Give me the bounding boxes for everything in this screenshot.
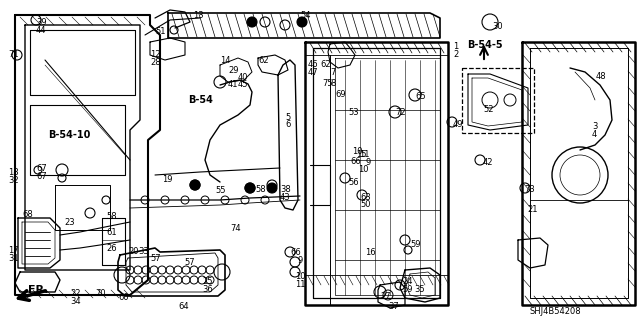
Text: 68: 68 bbox=[22, 210, 33, 219]
Text: 9: 9 bbox=[298, 256, 303, 265]
Text: 56: 56 bbox=[348, 178, 358, 187]
Text: 54: 54 bbox=[300, 11, 310, 20]
Text: 17: 17 bbox=[8, 246, 19, 255]
Text: 46: 46 bbox=[308, 60, 319, 69]
Text: 33: 33 bbox=[138, 247, 148, 256]
Text: 35: 35 bbox=[414, 285, 424, 294]
Text: B-54: B-54 bbox=[188, 95, 213, 105]
Text: 57: 57 bbox=[184, 258, 195, 267]
Text: 36: 36 bbox=[202, 285, 212, 294]
Text: 21: 21 bbox=[527, 205, 538, 214]
Text: 4: 4 bbox=[592, 130, 597, 139]
Text: 42: 42 bbox=[483, 158, 493, 167]
Circle shape bbox=[297, 17, 307, 27]
Text: B-54-10: B-54-10 bbox=[48, 130, 90, 140]
Text: 39: 39 bbox=[36, 18, 47, 27]
Circle shape bbox=[190, 180, 200, 190]
Text: 18: 18 bbox=[8, 168, 19, 177]
Text: 58: 58 bbox=[106, 212, 116, 221]
Text: 14: 14 bbox=[220, 56, 230, 65]
Text: 34: 34 bbox=[70, 297, 81, 306]
Text: 53: 53 bbox=[348, 108, 358, 117]
Text: 6: 6 bbox=[285, 120, 291, 129]
Text: 52: 52 bbox=[483, 105, 493, 114]
Text: 22: 22 bbox=[70, 289, 81, 298]
Text: B-54-5: B-54-5 bbox=[467, 40, 502, 50]
Text: 69: 69 bbox=[335, 90, 346, 99]
Text: 28: 28 bbox=[150, 58, 161, 67]
Text: 44: 44 bbox=[36, 26, 47, 35]
Text: 75: 75 bbox=[322, 79, 333, 88]
Text: 67: 67 bbox=[36, 164, 47, 173]
Text: 43: 43 bbox=[280, 193, 291, 202]
Text: 59: 59 bbox=[402, 285, 413, 294]
Text: 50: 50 bbox=[360, 200, 371, 209]
Text: 65: 65 bbox=[415, 92, 426, 101]
Text: 66: 66 bbox=[350, 157, 361, 166]
Text: 30: 30 bbox=[492, 22, 502, 31]
Text: 64: 64 bbox=[178, 302, 189, 311]
Text: 41: 41 bbox=[228, 80, 239, 89]
Text: 25: 25 bbox=[202, 277, 212, 286]
Text: 55: 55 bbox=[215, 186, 225, 195]
Text: 10: 10 bbox=[358, 165, 369, 174]
Text: 45: 45 bbox=[238, 80, 248, 89]
Bar bbox=[462, 68, 534, 133]
Text: 63: 63 bbox=[360, 193, 371, 202]
Text: 51: 51 bbox=[155, 27, 166, 36]
Text: 60: 60 bbox=[118, 293, 129, 302]
Text: 40: 40 bbox=[238, 73, 248, 82]
Text: 31: 31 bbox=[8, 254, 19, 263]
Text: 67: 67 bbox=[36, 172, 47, 181]
Text: 2: 2 bbox=[453, 50, 458, 59]
Text: 9: 9 bbox=[365, 158, 371, 167]
Text: 23: 23 bbox=[64, 218, 75, 227]
Text: 37: 37 bbox=[388, 302, 399, 311]
Text: 7: 7 bbox=[330, 68, 335, 77]
Text: 20: 20 bbox=[128, 247, 138, 256]
Text: 32: 32 bbox=[8, 176, 19, 185]
Text: 12: 12 bbox=[150, 50, 161, 59]
Circle shape bbox=[247, 17, 257, 27]
Text: 11: 11 bbox=[359, 150, 369, 159]
Text: 5: 5 bbox=[285, 113, 291, 122]
Text: 62: 62 bbox=[258, 56, 269, 65]
Text: 10: 10 bbox=[295, 272, 305, 281]
Text: 66: 66 bbox=[290, 248, 301, 257]
Text: 47: 47 bbox=[308, 68, 319, 77]
Text: 8: 8 bbox=[330, 79, 335, 88]
Text: SHJ4B54208: SHJ4B54208 bbox=[530, 307, 582, 316]
Text: 38: 38 bbox=[280, 185, 291, 194]
Text: 13: 13 bbox=[193, 11, 204, 20]
Text: 3: 3 bbox=[592, 122, 597, 131]
Text: 10: 10 bbox=[352, 147, 362, 156]
Text: 16: 16 bbox=[365, 248, 376, 257]
Text: 48: 48 bbox=[596, 72, 607, 81]
Circle shape bbox=[245, 183, 255, 193]
Text: 59: 59 bbox=[410, 240, 420, 249]
Text: 11: 11 bbox=[295, 280, 305, 289]
Text: 29: 29 bbox=[228, 66, 239, 75]
Text: 72: 72 bbox=[395, 108, 406, 117]
Text: 24: 24 bbox=[402, 277, 413, 286]
Text: 27: 27 bbox=[380, 292, 390, 301]
Text: 61: 61 bbox=[106, 228, 116, 237]
Text: 58: 58 bbox=[255, 185, 266, 194]
Text: 74: 74 bbox=[230, 224, 241, 233]
Circle shape bbox=[267, 183, 277, 193]
Text: 62: 62 bbox=[320, 60, 331, 69]
Text: 49: 49 bbox=[453, 120, 463, 129]
Text: 15: 15 bbox=[356, 150, 367, 159]
Text: 71: 71 bbox=[8, 50, 19, 59]
Text: FR.: FR. bbox=[28, 285, 49, 295]
Text: 57: 57 bbox=[150, 254, 161, 263]
Text: 73: 73 bbox=[524, 185, 535, 194]
Text: 26: 26 bbox=[106, 244, 116, 253]
Text: 1: 1 bbox=[453, 42, 458, 51]
Text: 70: 70 bbox=[95, 289, 106, 298]
Text: 19: 19 bbox=[162, 175, 173, 184]
